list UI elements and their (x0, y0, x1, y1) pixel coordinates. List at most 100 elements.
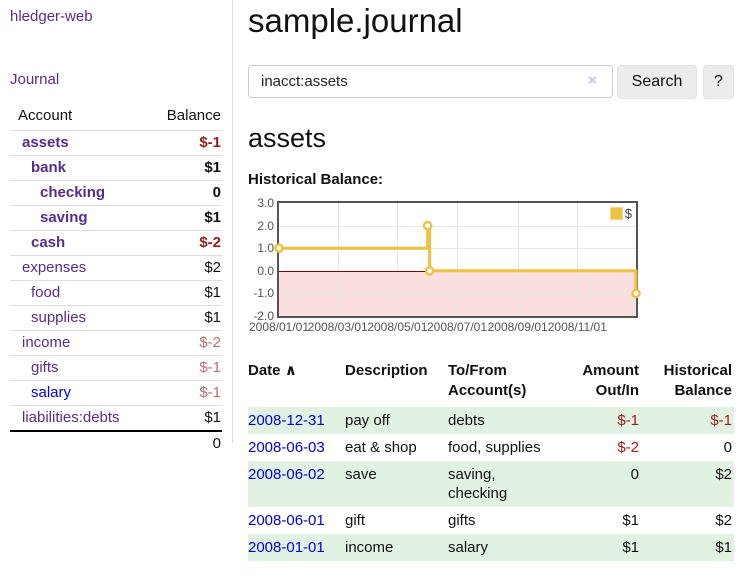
account-row: salary $-1 (10, 380, 222, 406)
y-tick-label: -1.0 (253, 286, 274, 301)
account-balance: $1 (204, 209, 221, 226)
col-header-description: Description (345, 362, 428, 379)
balance-series (274, 220, 641, 299)
balance-chart: $ 3.0 2.0 1.0 0.0 -1.0 -2.0 2008/01/01 2008/03/… (248, 196, 734, 335)
col-header-date[interactable]: Date ∧ (248, 359, 345, 407)
legend-swatch (609, 207, 623, 220)
account-name-cell: liabilities:debts (10, 406, 144, 432)
account-link[interactable]: food (31, 284, 61, 301)
account-name-cell: saving (10, 206, 144, 231)
chart-title: Historical Balance: (248, 171, 384, 188)
account-link[interactable]: bank (31, 159, 67, 176)
account-link[interactable]: checking (40, 184, 106, 201)
sidebar-item-journal[interactable]: Journal (10, 71, 60, 88)
account-link[interactable]: saving (40, 209, 88, 226)
account-balance: $-1 (199, 359, 221, 376)
col-header-balance: Historical Balance (663, 362, 732, 399)
account-row: cash $-2 (10, 230, 222, 256)
account-balance: $-1 (199, 134, 221, 151)
account-name-cell: expenses (10, 256, 144, 281)
chart-plot-area: $ (274, 201, 641, 318)
account-heading: assets (248, 123, 327, 153)
accounts-table-header: Account Balance (10, 103, 222, 131)
account-row: gifts $-1 (10, 355, 222, 381)
account-link[interactable]: supplies (31, 309, 87, 326)
v-gridline (337, 203, 339, 316)
y-tick-label: 3.0 (257, 196, 274, 210)
accounts-header-balance: Balance (166, 107, 221, 124)
txn-amount: $1 (622, 539, 639, 556)
account-row: liabilities:debts $1 (10, 405, 222, 432)
account-name-cell: income (10, 331, 144, 356)
chart-legend: $ (609, 206, 632, 221)
account-balance: $-2 (199, 234, 221, 251)
legend-label: $ (624, 206, 632, 221)
account-link[interactable]: assets (22, 134, 69, 151)
account-link[interactable]: gifts (31, 359, 59, 376)
accounts-total-spacer (10, 431, 144, 456)
search-button[interactable]: Search (617, 65, 697, 99)
account-link[interactable]: salary (31, 384, 72, 401)
txn-balance: $2 (715, 466, 732, 483)
v-gridline (577, 203, 579, 316)
txn-description: income (345, 539, 394, 556)
txn-date-link[interactable]: 2008-06-01 (248, 512, 325, 529)
account-balance: 0 (212, 184, 221, 201)
clear-search-icon[interactable]: × (588, 72, 597, 89)
txn-date-cell: 2008-01-01 (248, 534, 345, 561)
account-balance: $1 (204, 309, 221, 326)
account-row: checking 0 (10, 180, 222, 206)
txn-accounts: gifts (448, 512, 476, 529)
account-link[interactable]: cash (31, 234, 66, 251)
help-button[interactable]: ? (703, 65, 734, 99)
txn-balance: $1 (715, 539, 732, 556)
txn-date-cell: 2008-06-02 (248, 461, 345, 507)
txn-date-link[interactable]: 2008-06-02 (248, 466, 325, 483)
transaction-row: 2008-06-03 eat & shop food, supplies $-2 0 (248, 434, 734, 461)
account-link[interactable]: expenses (22, 259, 87, 276)
account-link[interactable]: income (22, 334, 71, 351)
txn-date-link[interactable]: 2008-12-31 (248, 412, 325, 429)
chart-point (631, 288, 641, 299)
account-name-cell: bank (10, 156, 144, 181)
transactions-header-row: Date ∧ Description To/From Account(s) Am… (248, 359, 734, 407)
txn-date-cell: 2008-06-01 (248, 507, 345, 534)
x-tick-label: 2008/05/01 (367, 320, 428, 334)
txn-amount: $-1 (617, 412, 639, 429)
txn-date-link[interactable]: 2008-01-01 (248, 539, 325, 556)
y-tick-label: 2.0 (257, 218, 274, 233)
transaction-row: 2008-12-31 pay off debts $-1 $-1 (248, 407, 734, 434)
account-row: expenses $2 (10, 255, 222, 281)
txn-amount: $1 (622, 512, 639, 529)
txn-amount: 0 (630, 466, 639, 483)
y-tick-label: 0.0 (257, 263, 274, 278)
transactions-body: 2008-12-31 pay off debts $-1 $-1 2008-06-03 ea… (248, 407, 734, 561)
account-balance: $1 (204, 284, 221, 301)
account-balance: $-2 (199, 334, 221, 351)
chart-line (279, 224, 638, 294)
v-gridline (397, 203, 399, 316)
page-title: sample.journal (248, 2, 463, 39)
txn-date-cell: 2008-12-31 (248, 407, 345, 434)
accounts-table: Account Balance assets $-1 bank $1 checking 0… (10, 103, 222, 456)
account-link[interactable]: liabilities:debts (22, 409, 120, 426)
main-content: sample.journal × Search ? assets Histori… (248, 0, 734, 561)
chart-point (424, 266, 435, 276)
account-balance: $-1 (199, 384, 221, 401)
x-tick-label: 2008/11/01 (547, 320, 607, 334)
col-header-date-label: Date (248, 362, 281, 379)
account-row: supplies $1 (10, 305, 222, 331)
txn-accounts: food, supplies (448, 439, 541, 456)
y-tick-label: -2.0 (253, 309, 274, 323)
account-name-cell: supplies (10, 306, 144, 331)
txn-date-link[interactable]: 2008-06-03 (248, 439, 325, 456)
txn-accounts: salary (448, 539, 489, 556)
app-title-link[interactable]: hledger-web (10, 8, 93, 25)
txn-description: gift (345, 512, 366, 529)
sidebar: hledger-web Journal Account Balance asse… (0, 0, 233, 452)
x-tick-label: 2008/07/01 (426, 320, 488, 334)
transaction-row: 2008-06-02 save saving, checking 0 $2 (248, 461, 734, 507)
txn-balance: 0 (723, 439, 732, 456)
search-input[interactable] (248, 65, 613, 98)
x-tick-label: 2008/03/01 (307, 320, 368, 334)
